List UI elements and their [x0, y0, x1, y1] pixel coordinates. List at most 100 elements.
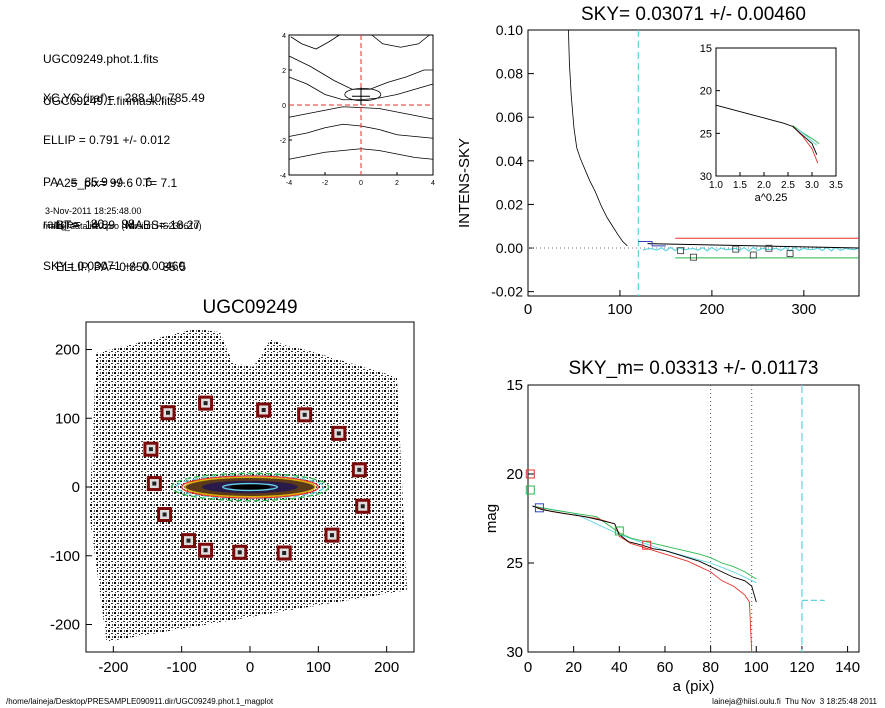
mag-green-line: [532, 505, 757, 580]
isophote-ellipse: [184, 476, 316, 498]
sky-ytick-label: 0.06: [496, 109, 523, 125]
mag-xtick-label: 80: [702, 659, 719, 676]
mag-ytick-label: 30: [506, 644, 523, 661]
image-ytick-label: -200: [50, 617, 80, 634]
sky-xtick-label: 0: [524, 301, 532, 318]
mag-xtick-label: 20: [565, 659, 582, 676]
inset-xtick-label: 1.5: [733, 180, 747, 191]
sky-box-marker: [677, 247, 685, 255]
image-ytick-label: -100: [50, 548, 80, 565]
footer-path: /home/laineja/Desktop/PRESAMPLE090911.di…: [6, 697, 274, 706]
isophote-ellipse: [175, 474, 325, 500]
sky-cyan-trace: [642, 246, 860, 252]
contour-ytick-label: -4: [280, 173, 286, 180]
sky-box-inner: [302, 412, 307, 417]
sky-xtick-label: 300: [791, 301, 816, 318]
inset-black-line: [715, 104, 818, 155]
sky-box-inner: [203, 548, 208, 553]
mag-xtick-label: 100: [744, 659, 769, 676]
inset-ytick-label: 15: [700, 43, 712, 55]
sky-inset: 1.0 1.5 2.0 2.5 3.0 3.5 15 20 25 30 a^0.25: [700, 43, 844, 204]
contour-inner-loop: [344, 87, 382, 102]
header-file-info: UGC09249.phot.1.fits UGC09249.1.finmask.…: [43, 24, 176, 122]
sky-ytick-label: 0.04: [496, 153, 523, 169]
program-version: make_datalist0.pro (version HS230610): [43, 221, 202, 231]
timestamp: 3-Nov-2011 18:25:48.00: [45, 206, 142, 216]
param-center: XC,YC (iraf)= 288.10, 785.49: [43, 91, 205, 105]
header-fit-params: XC,YC (iraf)= 288.10, 785.49 ELLIP = 0.7…: [43, 63, 205, 287]
contour-line: [290, 34, 340, 50]
mag-ytick-label: 20: [506, 466, 523, 483]
sky-xtick-label: 100: [607, 301, 632, 318]
sky-box-marker: [749, 251, 757, 259]
image-panel: UGC09249 -200 -100 0 100 200 -200 -100 0 100 200: [50, 297, 415, 676]
param-sky: SKY= 0.03071 +/- 0.00460: [43, 259, 186, 273]
sky-box-inner: [330, 533, 334, 538]
param-ellip: ELLIP = 0.791 +/- 0.012: [43, 133, 171, 147]
mag-xtick-label: 140: [835, 659, 860, 676]
mag-cyan-line: [532, 505, 757, 583]
param-range: range= 80.- 98.: [43, 217, 139, 231]
mag-xtick-label: 120: [789, 659, 814, 676]
sky-ytick-label: 0.00: [496, 240, 523, 256]
sky-blue-step: [638, 240, 666, 247]
file-name-mask: UGC09249.1.finmask.fits: [43, 94, 177, 108]
inset-xtick-label: 3.0: [805, 180, 819, 191]
header-galaxy-params: A25_pix= 99.6 T= 7.1 BT= 14.89 MABS=-18.…: [56, 148, 200, 288]
sky-title: SKY= 0.03071 +/- 0.00460: [581, 4, 806, 25]
image-ytick-label: 100: [55, 410, 80, 427]
contour-panel: -4 -2 0 2 4 -4 -2 0 2 4: [280, 33, 435, 187]
inset-xtick-label: 3.5: [829, 180, 843, 191]
file-name-phot: UGC09249.phot.1.fits: [43, 52, 159, 66]
sky-box-inner: [357, 467, 362, 472]
mag-red-square: [642, 540, 652, 550]
mag-red-square: [525, 469, 535, 479]
contour-line: [371, 34, 430, 48]
contour-ytick-label: 2: [282, 68, 286, 75]
sky-ytick-label: -0.02: [491, 284, 523, 300]
sky-box-inner: [237, 550, 242, 555]
contour-xtick-label: 2: [395, 180, 399, 187]
inset-xlabel: a^0.25: [755, 192, 788, 204]
inset-xtick-label: 2.0: [757, 180, 771, 191]
contour-xtick-label: -4: [286, 180, 292, 187]
mag-blue-square: [534, 503, 544, 513]
mag-ytick-label: 15: [506, 377, 523, 394]
mag-ytick-label: 25: [506, 555, 523, 572]
sky-ytick-label: 0.02: [496, 196, 523, 212]
mag-title: SKY_m= 0.03313 +/- 0.01173: [569, 358, 819, 379]
mag-green-square: [614, 526, 624, 536]
mag-panel: SKY_m= 0.03313 +/- 0.01173 a (pix) mag 0 20 4…: [483, 358, 860, 695]
contour-ytick-label: 0: [282, 103, 286, 110]
sky-box-marker: [765, 244, 773, 252]
inset-frame: [715, 47, 837, 177]
contour-xtick-label: 0: [359, 180, 363, 187]
param-ellip-pa: ELLIP, PA= 0.850 85.5: [56, 260, 186, 274]
contour-xtick-label: -2: [322, 180, 328, 187]
image-xtick-label: 0: [246, 659, 254, 676]
sky-frame: [527, 29, 860, 297]
image-mask-notch: [215, 322, 271, 367]
sky-panel: SKY= 0.03071 +/- 0.00460 INTENS-SKY 0 100 20…: [456, 4, 860, 318]
sky-ylabel: INTENS-SKY: [456, 138, 473, 228]
mag-xtick-label: 60: [657, 659, 674, 676]
image-xtick-label: -100: [167, 659, 197, 676]
isophote-ellipse: [222, 482, 278, 492]
inset-cyan-line: [797, 128, 818, 146]
contour-ytick-label: 4: [282, 33, 286, 40]
sky-box-inner: [186, 538, 191, 543]
mag-red-line: [532, 505, 753, 653]
mag-ylabel: mag: [483, 504, 500, 533]
mag-xtick-label: 40: [611, 659, 628, 676]
image-title: UGC09249: [202, 297, 297, 318]
sky-box-inner: [166, 410, 170, 415]
sky-box-marker: [786, 250, 794, 257]
inset-xtick-label: 1.0: [709, 180, 723, 191]
isophote-ellipse: [170, 472, 330, 502]
mag-xlabel: a (pix): [673, 678, 715, 695]
image-ytick-label: 0: [72, 479, 80, 496]
sky-box-inner: [152, 481, 157, 486]
sky-ytick-label: 0.10: [496, 22, 523, 38]
image-xtick-label: 200: [374, 659, 399, 676]
